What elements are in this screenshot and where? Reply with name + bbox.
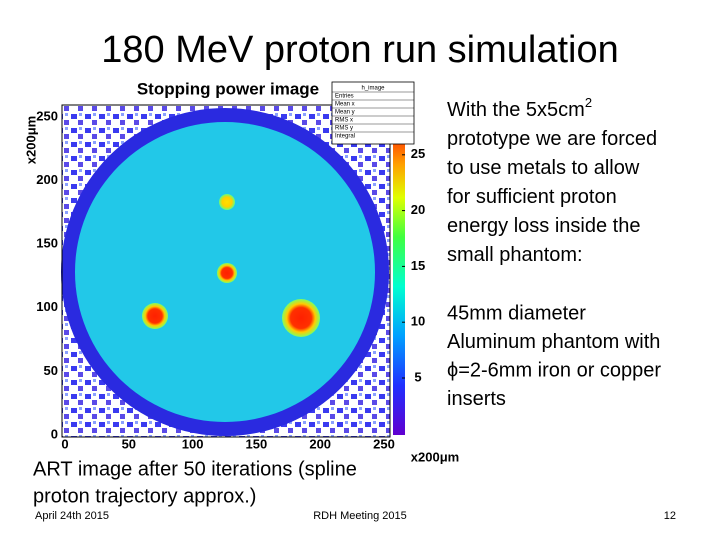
text-line: ϕ=2-6mm iron or copper: [447, 359, 661, 381]
text-line: prototype we are forced: [447, 128, 657, 150]
y-tick-label: 200: [36, 172, 58, 187]
text-line: inserts: [447, 388, 506, 410]
text-span: With the 5x5cm: [447, 99, 585, 121]
text-span: prototype we are forced: [447, 128, 657, 150]
figure-title: Stopping power image: [137, 79, 319, 98]
footer-event: RDH Meeting 2015: [313, 510, 407, 522]
x-tick-label: 0: [61, 436, 68, 451]
colorbar-tick-label: 5: [414, 369, 421, 384]
stats-row-label: Integral: [335, 134, 355, 140]
text-line: 45mm diameter: [447, 302, 586, 324]
colorbar-tick-label: 20: [411, 202, 425, 217]
text-span: for sufficient proton: [447, 186, 617, 208]
insert: [282, 299, 320, 337]
y-tick-label: 100: [36, 299, 58, 314]
y-tick-label: 50: [44, 363, 58, 378]
y-axis-unit: x200μm: [23, 116, 38, 164]
caption: ART image after 50 iterations (spline pro…: [33, 458, 357, 507]
stats-row-label: RMS x: [335, 118, 353, 124]
x-axis-unit: x200μm: [411, 449, 459, 464]
stats-row-label: RMS y: [335, 126, 353, 132]
text-line: energy loss inside the: [447, 215, 640, 237]
text-span: to use metals to allow: [447, 157, 640, 179]
stats-row-label: Mean y: [335, 110, 355, 116]
text-line: for sufficient proton: [447, 186, 617, 208]
insert: [217, 263, 237, 283]
colorbar-tick-label: 25: [411, 146, 425, 161]
text-line: With the 5x5cm2: [447, 95, 592, 121]
paragraph: 45mm diameter Aluminum phantom with ϕ=2-6m…: [447, 302, 661, 410]
slide-title: 180 MeV proton run simulation: [101, 29, 619, 71]
x-tick-label: 150: [246, 436, 268, 451]
stats-box: h_image Entries Mean x Mean y RMS x RMS y Inte…: [331, 81, 415, 145]
x-tick-label: 50: [122, 436, 136, 451]
plot-frame: [61, 104, 391, 438]
page-number: 12: [664, 510, 676, 522]
text-span: energy loss inside the: [447, 215, 640, 237]
caption-line: proton trajectory approx.): [33, 485, 256, 507]
y-tick-label: 250: [36, 108, 58, 123]
text-line: small phantom:: [447, 244, 583, 266]
x-tick-label: 250: [373, 436, 395, 451]
text-line: Aluminum phantom with: [447, 331, 660, 353]
stats-frame: [331, 81, 415, 145]
footer-date: April 24th 2015: [35, 510, 109, 522]
x-tick-label: 200: [309, 436, 331, 451]
text-line: to use metals to allow: [447, 157, 640, 179]
superscript: 2: [585, 95, 592, 110]
caption-line: ART image after 50 iterations (spline: [33, 458, 357, 480]
x-tick-label: 100: [182, 436, 204, 451]
stats-row-label: Entries: [335, 94, 354, 100]
insert: [142, 303, 168, 329]
text-span: small phantom:: [447, 244, 583, 266]
stats-name: h_image: [361, 86, 385, 92]
paragraph: With the 5x5cm2 prototype we are forced to…: [447, 95, 657, 266]
colorbar-tick-label: 10: [411, 314, 425, 329]
stats-row-label: Mean x: [335, 102, 355, 108]
colorbar: [393, 105, 405, 435]
colorbar-tick-label: 15: [411, 258, 425, 273]
y-tick-label: 150: [36, 236, 58, 251]
insert: [219, 194, 235, 210]
y-tick-label: 0: [51, 426, 58, 441]
